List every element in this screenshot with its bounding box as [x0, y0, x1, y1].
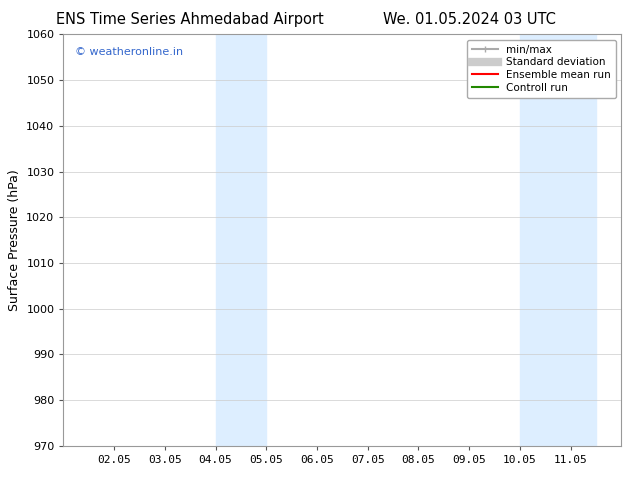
Y-axis label: Surface Pressure (hPa): Surface Pressure (hPa): [8, 169, 21, 311]
Bar: [216, 34, 266, 446]
Text: We. 01.05.2024 03 UTC: We. 01.05.2024 03 UTC: [383, 12, 555, 27]
Text: ENS Time Series Ahmedabad Airport: ENS Time Series Ahmedabad Airport: [56, 12, 324, 27]
Legend: min/max, Standard deviation, Ensemble mean run, Controll run: min/max, Standard deviation, Ensemble me…: [467, 40, 616, 98]
Text: © weatheronline.in: © weatheronline.in: [75, 47, 183, 57]
Bar: [520, 34, 596, 446]
